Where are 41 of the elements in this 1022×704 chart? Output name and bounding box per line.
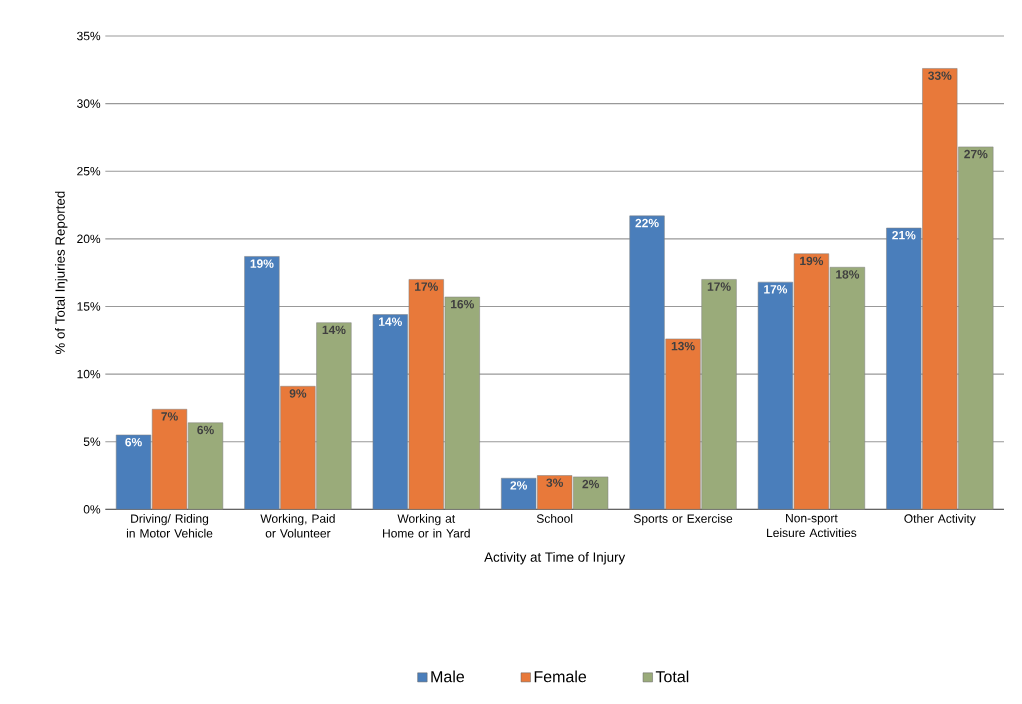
x-tick-label: Other Activity bbox=[904, 514, 976, 526]
data-label: 19% bbox=[250, 259, 274, 268]
x-tick-label: Working at Home or in Yard bbox=[383, 514, 470, 538]
data-label: 3% bbox=[546, 478, 564, 487]
y-tick-label: 20% bbox=[77, 234, 101, 244]
data-label: 18% bbox=[836, 270, 860, 279]
data-label: 17% bbox=[764, 285, 788, 294]
data-label: 14% bbox=[322, 325, 346, 335]
x-axis-title: Activity at Time of Injury bbox=[484, 552, 626, 565]
data-label: 6% bbox=[125, 437, 142, 447]
data-label: 21% bbox=[892, 230, 916, 240]
data-label: 14% bbox=[379, 317, 402, 326]
data-label: 16% bbox=[451, 299, 474, 309]
x-tick-label: Working, Paid or Volunteer bbox=[260, 514, 335, 538]
data-label: 6% bbox=[197, 425, 214, 435]
y-tick-label: 30% bbox=[77, 99, 101, 108]
y-tick-label: 10% bbox=[77, 369, 101, 379]
y-tick-label: 0% bbox=[83, 505, 101, 514]
y-tick-label: 5% bbox=[83, 437, 101, 446]
y-tick-label: 25% bbox=[77, 166, 101, 176]
y-tick-label: 15% bbox=[77, 302, 101, 311]
legend-label: Female bbox=[534, 670, 587, 683]
data-label: 9% bbox=[289, 389, 307, 398]
data-label: 17% bbox=[415, 282, 438, 291]
data-label: 27% bbox=[964, 149, 988, 159]
data-label: 17% bbox=[707, 282, 731, 291]
x-tick-label: Driving/ Riding in Motor Vehicle bbox=[126, 514, 213, 538]
legend-label: Male bbox=[431, 670, 465, 683]
y-tick-label: 35% bbox=[77, 31, 101, 41]
x-tick-label: Non-sport Leisure Activities bbox=[767, 514, 857, 538]
x-tick-label: School bbox=[536, 514, 573, 523]
x-tick-label: Sports or Exercise bbox=[633, 514, 733, 526]
data-label: 7% bbox=[161, 412, 178, 421]
y-axis-title: % of Total Injuries Reported bbox=[55, 191, 68, 355]
data-label: 13% bbox=[671, 341, 695, 351]
data-label: 2% bbox=[510, 481, 528, 490]
data-label: 2% bbox=[582, 479, 600, 489]
data-label: 19% bbox=[800, 256, 824, 266]
data-label: 33% bbox=[928, 71, 952, 80]
legend-label: Total bbox=[655, 670, 689, 683]
data-label: 22% bbox=[635, 218, 659, 228]
